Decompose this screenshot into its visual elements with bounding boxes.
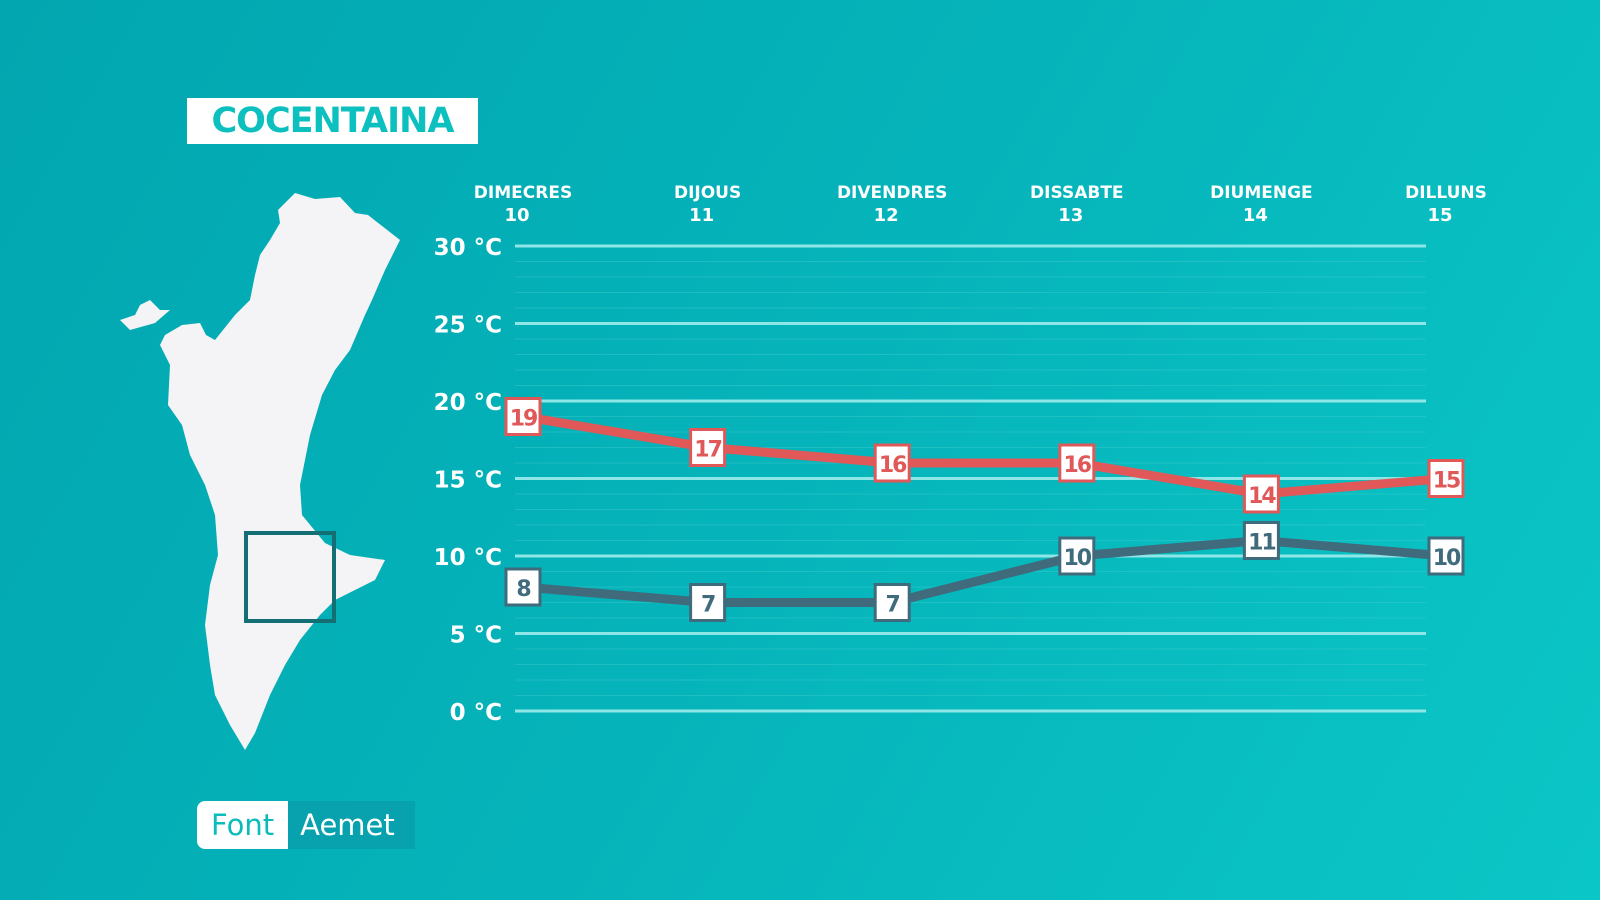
source-label: Font xyxy=(197,801,289,849)
location-marker-square xyxy=(244,531,336,623)
max-data-label: 16 xyxy=(1063,453,1091,478)
y-tick-label: 15 °C xyxy=(434,468,502,494)
max-data-label: 16 xyxy=(879,453,907,478)
min-data-point xyxy=(689,583,727,622)
y-tick-label: 25 °C xyxy=(434,313,502,339)
max-data-label: 17 xyxy=(694,438,721,463)
min-data-point xyxy=(1058,536,1096,576)
day-name-label: DIJOUS xyxy=(674,183,741,203)
min-data-label: 10 xyxy=(1063,546,1091,571)
day-name-label: DILLUNS xyxy=(1405,183,1487,203)
min-data-point xyxy=(873,583,911,622)
region-shape xyxy=(120,193,400,750)
max-data-point xyxy=(1427,459,1465,498)
max-data-point xyxy=(689,428,727,467)
day-name-label: DISSABTE xyxy=(1030,183,1123,203)
min-data-point xyxy=(1242,521,1280,560)
location-title: COCENTAINA xyxy=(187,98,478,144)
y-tick-label: 0 °C xyxy=(450,700,502,726)
min-data-label: 8 xyxy=(516,577,530,602)
y-tick-label: 30 °C xyxy=(434,235,502,261)
day-number-label: 10 xyxy=(504,205,529,226)
max-data-point xyxy=(1242,474,1280,514)
max-temperature-line xyxy=(522,412,1447,499)
min-data-point xyxy=(504,567,542,607)
max-data-point xyxy=(504,397,542,436)
min-data-point xyxy=(1427,536,1465,576)
y-tick-label: 10 °C xyxy=(434,545,502,571)
day-number-label: 12 xyxy=(874,205,899,226)
max-data-label: 15 xyxy=(1433,469,1460,494)
min-data-label: 7 xyxy=(701,593,715,618)
day-name-label: DIVENDRES xyxy=(837,183,948,203)
min-temperature-line xyxy=(522,536,1447,607)
min-data-label: 7 xyxy=(886,593,900,618)
max-data-label: 19 xyxy=(510,407,537,432)
day-number-label: 14 xyxy=(1243,205,1268,226)
y-tick-label: 5 °C xyxy=(450,623,502,649)
day-name-label: DIMECRES xyxy=(474,183,572,203)
max-data-point xyxy=(873,443,911,483)
min-data-label: 11 xyxy=(1248,531,1275,556)
day-number-label: 11 xyxy=(689,205,714,226)
region-map xyxy=(120,193,400,750)
day-name-label: DIUMENGE xyxy=(1210,183,1313,203)
source-value: Aemet xyxy=(288,801,415,849)
day-number-label: 15 xyxy=(1427,205,1452,226)
y-tick-label: 20 °C xyxy=(434,390,502,416)
day-number-label: 13 xyxy=(1058,205,1083,226)
min-data-label: 10 xyxy=(1433,546,1461,571)
max-data-label: 14 xyxy=(1248,484,1276,509)
source-badge: Font Aemet xyxy=(197,801,415,849)
max-data-point xyxy=(1058,443,1096,483)
